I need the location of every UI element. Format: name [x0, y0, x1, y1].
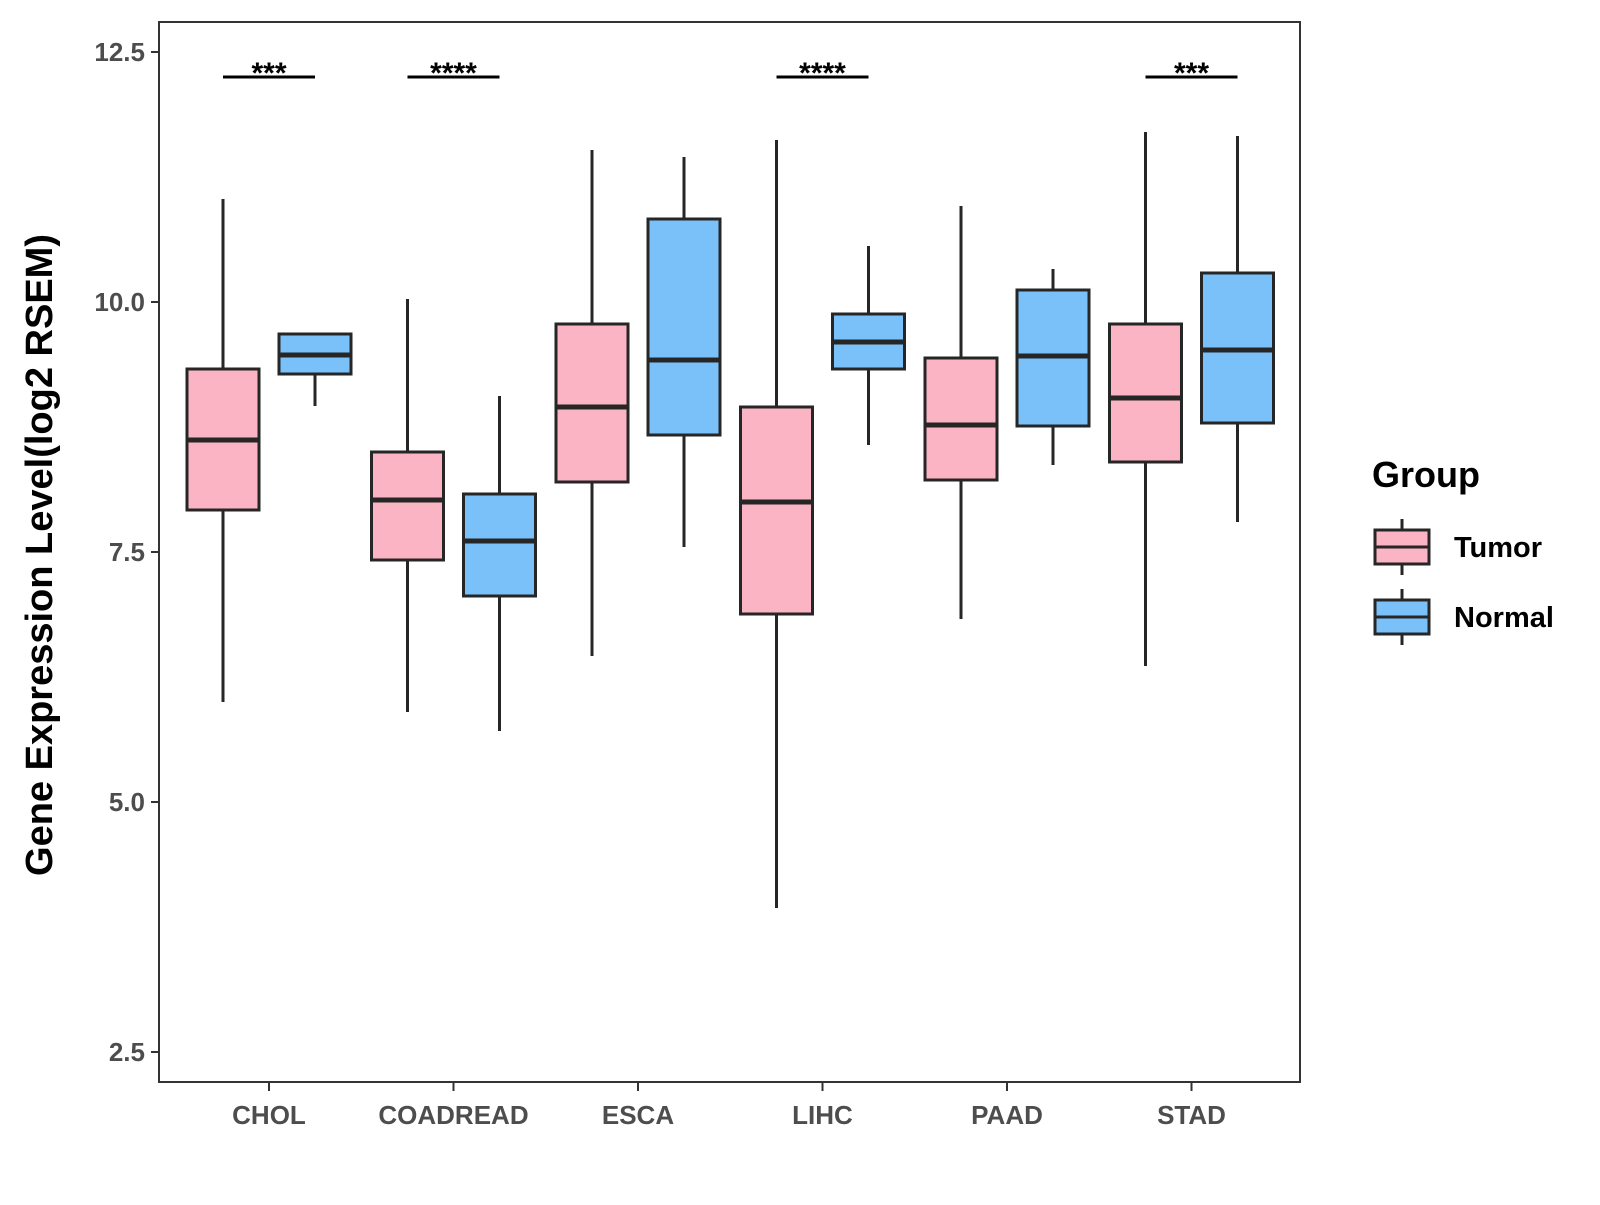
significance-label: *** — [251, 57, 286, 90]
x-tick-label: PAAD — [971, 1100, 1043, 1130]
x-tick-label: COADREAD — [378, 1100, 528, 1130]
plot-area: 2.5 5.0 7.5 10.0 12.5 CHOL COADREAD ESCA LIHC PAA… — [94, 21, 1301, 1130]
x-tick-label: CHOL — [232, 1100, 306, 1130]
box-tumor-coadread — [370, 450, 445, 562]
significance-label: *** — [1174, 57, 1209, 90]
box-tumor-lihc — [739, 405, 814, 616]
significance-label: **** — [430, 57, 477, 90]
x-tick-label: STAD — [1157, 1100, 1226, 1130]
legend-title: Group — [1372, 454, 1480, 495]
box-tumor-paad — [923, 356, 999, 482]
box-normal-coadread — [462, 492, 537, 598]
y-tick-label: 7.5 — [109, 537, 145, 567]
y-tick-label: 5.0 — [109, 787, 145, 817]
x-tick-label: ESCA — [602, 1100, 674, 1130]
legend-label-tumor: Tumor — [1454, 532, 1542, 564]
significance-label: **** — [799, 57, 846, 90]
y-tick-label: 10.0 — [94, 287, 145, 317]
box-tumor-stad — [1108, 322, 1183, 464]
legend-label-normal: Normal — [1454, 602, 1554, 634]
x-tick-label: LIHC — [792, 1100, 853, 1130]
box-tumor-esca — [554, 322, 630, 484]
y-axis-title: Gene Expression Level(log2 RSEM) — [19, 234, 61, 876]
box-normal-esca — [646, 217, 722, 437]
legend: Group Tumor Normal — [1372, 454, 1554, 645]
y-tick-label: 12.5 — [94, 37, 145, 67]
y-tick-label: 2.5 — [109, 1037, 145, 1067]
